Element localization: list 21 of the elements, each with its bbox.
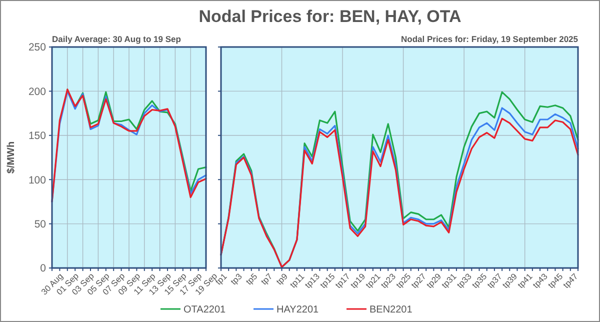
x-tick-label: tp9	[274, 271, 290, 287]
x-tick-label: tp41	[515, 271, 534, 290]
y-tick-label: 150	[28, 130, 46, 142]
y-tick-label: 100	[28, 174, 46, 186]
x-tick-label: tp31	[439, 271, 458, 290]
legend-label: BEN2201	[370, 304, 413, 316]
legend-label: OTA2201	[184, 304, 226, 316]
chart-subtitle: Nodal Prices for: Friday, 19 September 2025	[401, 34, 578, 44]
x-tick-label: tp7	[258, 271, 274, 287]
x-tick-label: tp11	[288, 271, 306, 290]
y-tick-label: 50	[34, 218, 46, 230]
x-tick-label: tp3	[228, 271, 244, 287]
chart-subtitle: Daily Average: 30 Aug to 19 Sep	[52, 34, 181, 44]
chart-title: Nodal Prices for: BEN, HAY, OTA	[198, 7, 462, 26]
y-tick-label: 0	[40, 262, 46, 275]
y-tick-label: 250	[28, 42, 46, 54]
legend-label: HAY2201	[276, 304, 320, 316]
y-tick-label: 200	[28, 86, 46, 98]
x-tick-label: tp5	[244, 271, 260, 287]
y-axis-title: $/MWh	[6, 141, 17, 174]
x-tick-label: tp21	[364, 271, 382, 290]
